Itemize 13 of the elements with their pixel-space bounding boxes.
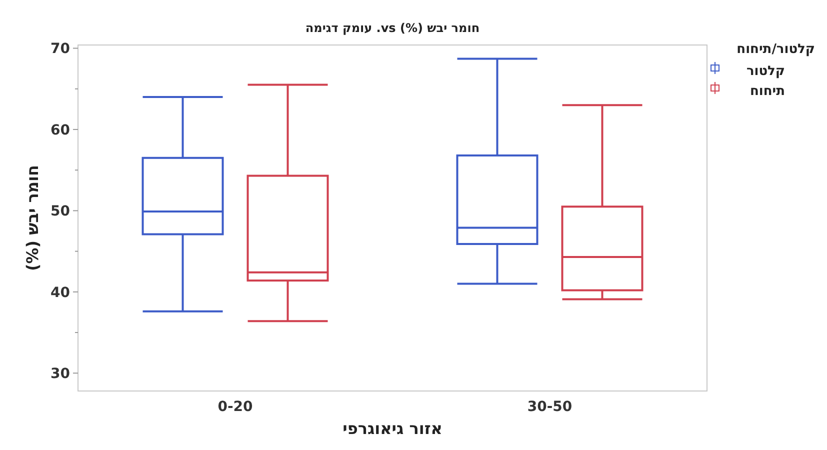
x-axis-title: אזור גיאוגרפי — [342, 419, 442, 438]
chart-title: חומר יבש (%) vs. עומק דגימה — [305, 21, 480, 35]
legend-title: קלטור/תיחוח — [736, 42, 815, 57]
legend-label: קלטור — [746, 64, 785, 79]
y-tick-label: 30 — [50, 366, 70, 382]
legend-label: תיחוח — [750, 84, 785, 99]
y-tick-label: 70 — [50, 41, 70, 58]
y-tick-label: 60 — [50, 122, 70, 138]
x-tick-label: 0-20 — [218, 399, 254, 415]
x-tick-label: 30-50 — [527, 399, 572, 415]
y-tick-label: 50 — [50, 204, 70, 220]
y-tick-label: 40 — [50, 284, 70, 301]
y-axis-title: חומר יבש (%) — [23, 164, 42, 272]
